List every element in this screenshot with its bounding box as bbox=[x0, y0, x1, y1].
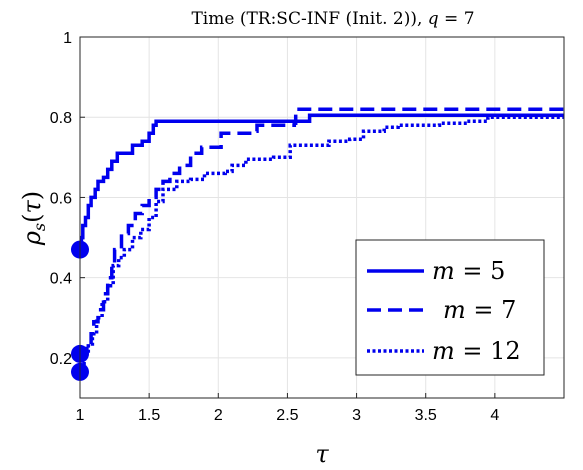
chart-title: Time (TR:SC-INF (Init. 2)), q = 7 bbox=[191, 9, 474, 29]
legend-label-m12: m = 12 bbox=[432, 337, 521, 365]
y-tick-label: 0.6 bbox=[50, 190, 72, 207]
y-axis-ticks: 0.2 0.4 0.6 0.8 1 bbox=[50, 30, 85, 368]
x-tick-label: 2.5 bbox=[276, 407, 298, 424]
x-tick-label: 3.5 bbox=[415, 407, 437, 424]
x-tick-label: 2 bbox=[214, 407, 223, 424]
legend-label-m5: m = 5 bbox=[432, 257, 505, 285]
plot-frame bbox=[79, 36, 565, 399]
x-tick-label: 1 bbox=[76, 407, 85, 424]
x-tick-label: 3 bbox=[352, 407, 361, 424]
plot-area bbox=[71, 107, 564, 381]
legend-box bbox=[355, 239, 545, 376]
y-tick-label: 0.8 bbox=[50, 110, 72, 127]
y-tick-label: 0.4 bbox=[50, 271, 72, 288]
x-tick-label: 1.5 bbox=[138, 407, 160, 424]
series-line-1 bbox=[80, 107, 564, 356]
legend-label-m7: m = 7 bbox=[443, 296, 516, 324]
y-tick-label: 1 bbox=[63, 30, 72, 47]
x-tick-label: 4 bbox=[490, 407, 499, 424]
y-axis-label: ρs(τ) bbox=[18, 191, 49, 246]
y-tick-label: 0.2 bbox=[50, 351, 72, 368]
x-axis-label: τ bbox=[315, 440, 329, 468]
legend: m = 5 m = 7 m = 12 bbox=[355, 239, 545, 376]
series-line-2 bbox=[80, 115, 564, 374]
series-line-0 bbox=[79, 113, 564, 252]
